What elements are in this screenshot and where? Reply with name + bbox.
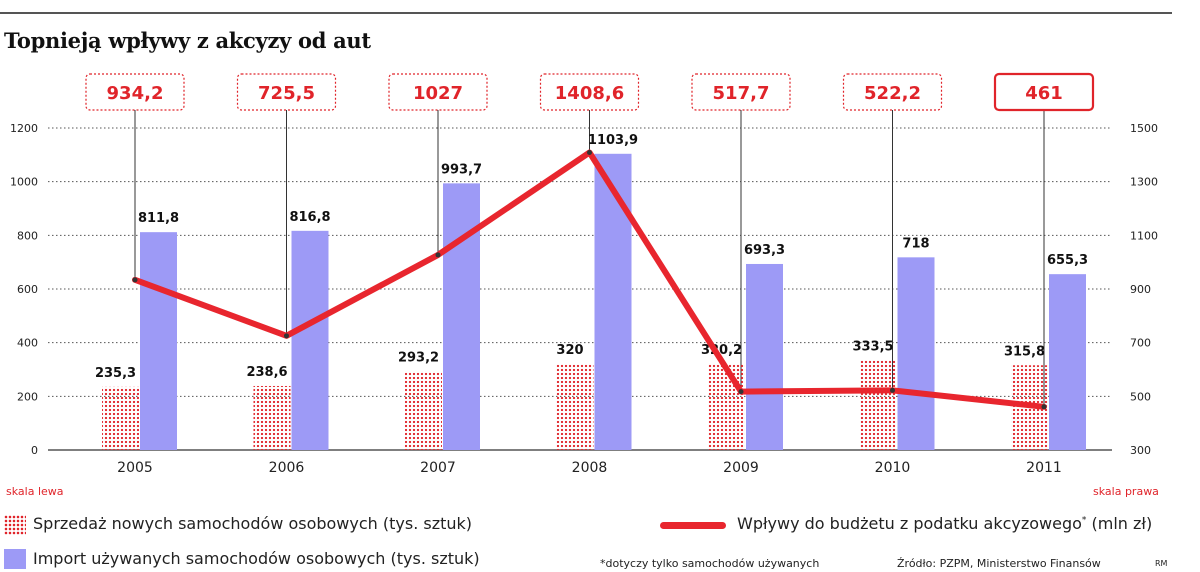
left-scale-label: skala lewa	[6, 485, 64, 498]
right-axis-tick-label: 700	[1130, 337, 1151, 350]
data-label-used-import: 693,3	[744, 243, 785, 258]
x-axis-category-label: 2006	[269, 460, 305, 476]
data-label-new-cars: 315,8	[1004, 344, 1045, 359]
right-axis-tick-label: 300	[1130, 444, 1151, 457]
data-label-new-cars: 320	[556, 343, 583, 358]
data-label-excise: 725,5	[258, 83, 315, 104]
legend-label-excise-text: Wpływy do budżetu z podatku akcyzowego	[737, 514, 1082, 533]
data-label-used-import: 811,8	[138, 211, 179, 226]
data-label-new-cars: 238,6	[246, 365, 287, 380]
bar-used-import	[291, 230, 329, 450]
left-axis-tick-label: 200	[17, 390, 38, 403]
callout-box-excise	[842, 73, 943, 111]
line-point-excise	[890, 387, 895, 393]
bar-used-import	[1049, 274, 1086, 450]
callout-box-excise	[993, 72, 1095, 112]
line-point-excise	[284, 333, 289, 339]
x-axis-category-label: 2008	[572, 460, 608, 476]
left-axis-tick-label: 600	[17, 283, 38, 296]
bar-new-cars	[405, 371, 442, 450]
line-point-excise	[132, 277, 138, 283]
callout-box-excise	[85, 73, 185, 111]
left-axis-tick-label: 1000	[10, 176, 38, 189]
right-axis-tick-label: 500	[1130, 390, 1151, 403]
line-point-excise	[1041, 404, 1047, 410]
bar-used-import	[443, 183, 480, 450]
data-label-used-import: 655,3	[1047, 253, 1088, 268]
bar-used-import	[897, 257, 935, 450]
left-axis-tick-label: 0	[31, 444, 38, 457]
bar-new-cars	[102, 386, 139, 450]
callout-box-excise	[236, 73, 337, 111]
right-axis-tick-label: 1300	[1130, 176, 1158, 189]
x-axis-category-label: 2010	[875, 460, 911, 476]
data-label-used-import: 718	[902, 236, 929, 251]
bar-used-import	[746, 263, 783, 450]
legend-label-excise-unit: (mln zł)	[1086, 514, 1153, 533]
left-axis-tick-label: 400	[17, 337, 38, 350]
bar-new-cars	[253, 385, 291, 450]
right-axis-tick-label: 1100	[1130, 229, 1158, 242]
data-label-excise: 517,7	[713, 83, 770, 104]
callout-box-excise	[691, 73, 791, 111]
data-label-used-import: 816,8	[289, 210, 330, 225]
legend-swatch-new-cars	[4, 515, 26, 535]
data-label-new-cars: 293,2	[398, 350, 439, 365]
x-axis-category-label: 2009	[723, 460, 759, 476]
line-point-excise	[435, 252, 441, 258]
bar-new-cars	[859, 360, 897, 450]
legend-label-new-cars: Sprzedaż nowych samochodów osobowych (ty…	[33, 514, 473, 533]
x-axis-category-label: 2011	[1026, 460, 1062, 476]
right-axis-tick-label: 900	[1130, 283, 1151, 296]
line-point-excise	[738, 389, 744, 395]
legend-swatch-excise	[660, 522, 726, 529]
legend-swatch-used-import	[4, 549, 26, 569]
data-label-excise: 522,2	[864, 83, 921, 104]
right-scale-label: skala prawa	[1093, 485, 1159, 498]
left-axis-tick-label: 800	[17, 229, 38, 242]
chart-title: Topnieją wpływy z akcyzy od aut	[4, 28, 371, 53]
data-label-excise: 461	[1025, 83, 1063, 104]
callout-box-excise	[388, 73, 488, 111]
author-initials: RM	[1155, 559, 1168, 568]
callout-box-excise	[539, 73, 640, 111]
data-label-new-cars: 235,3	[95, 366, 136, 381]
legend-label-excise-mark: *	[1081, 515, 1087, 526]
left-axis-tick-label: 1200	[10, 122, 38, 135]
data-label-excise: 1027	[413, 83, 463, 104]
line-point-excise	[587, 150, 592, 156]
legend-label-excise: Wpływy do budżetu z podatku akcyzowego* …	[737, 514, 1152, 533]
data-label-used-import: 993,7	[441, 162, 482, 177]
bar-used-import	[140, 232, 177, 450]
source-note: Źródło: PZPM, Ministerstwo Finansów	[897, 557, 1101, 570]
bar-new-cars	[556, 364, 594, 450]
footnote: *dotyczy tylko samochodów używanych	[600, 557, 820, 570]
data-label-used-import: 1103,9	[588, 133, 638, 148]
data-label-excise: 934,2	[107, 83, 164, 104]
x-axis-category-label: 2007	[420, 460, 456, 476]
data-label-excise: 1408,6	[555, 83, 624, 104]
x-axis-category-label: 2005	[117, 460, 153, 476]
bar-new-cars	[708, 364, 745, 450]
legend-label-used-import: Import używanych samochodów osobowych (t…	[33, 549, 480, 568]
top-rule	[0, 12, 1172, 14]
right-axis-tick-label: 1500	[1130, 122, 1158, 135]
bar-used-import	[594, 153, 632, 450]
data-label-new-cars: 333,5	[852, 340, 893, 355]
